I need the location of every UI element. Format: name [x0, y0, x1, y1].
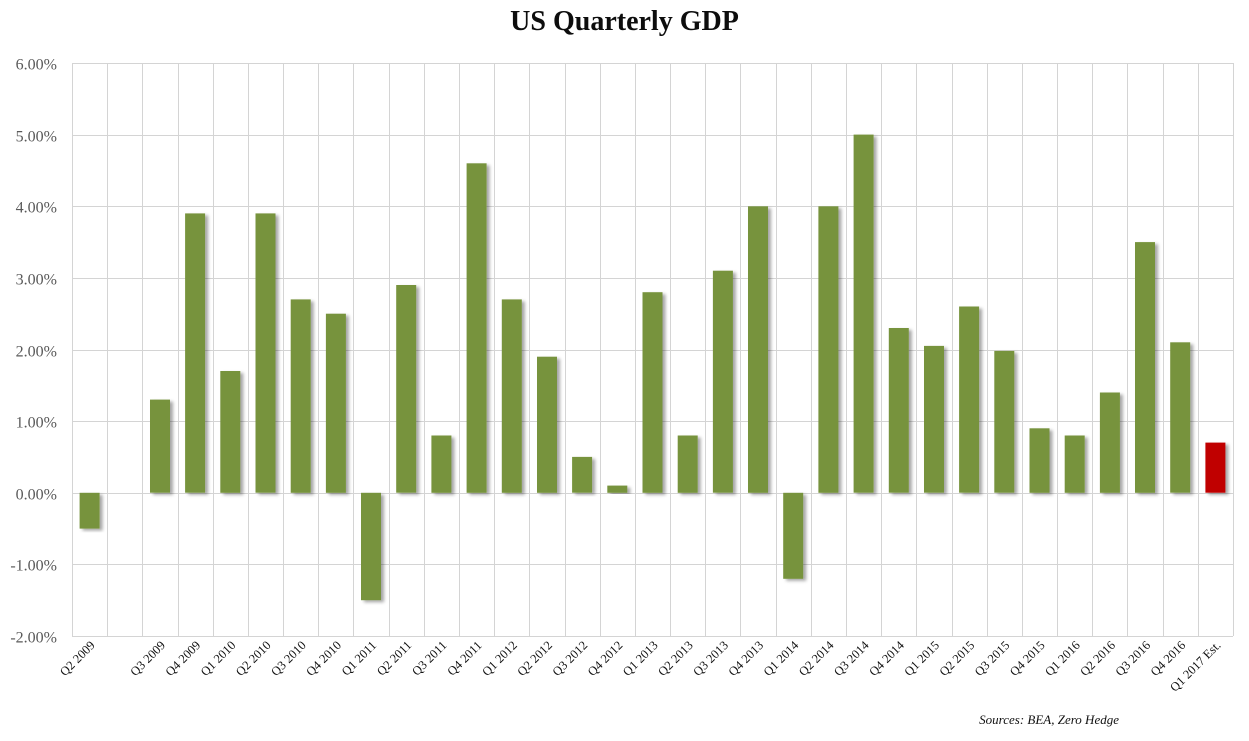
- x-tick-label: Q1 2016: [1042, 638, 1083, 679]
- y-tick-label: 6.00%: [16, 57, 57, 74]
- bar: [748, 206, 768, 493]
- bar: [466, 163, 487, 493]
- x-tick-label: Q1 2011: [339, 638, 379, 678]
- bar: [1099, 392, 1120, 493]
- bar: [959, 306, 980, 493]
- bar: [1135, 242, 1155, 493]
- bar-estimate: [1205, 442, 1226, 493]
- x-tick-label: Q4 2011: [444, 638, 484, 678]
- x-tick-label: Q2 2010: [233, 638, 274, 679]
- bar: [501, 299, 522, 493]
- x-tick-label: Q1 2014: [761, 638, 802, 679]
- x-tick-label: Q4 2015: [1007, 638, 1048, 679]
- x-tick-label: Q1 2010: [198, 638, 239, 679]
- bar: [924, 345, 944, 493]
- y-tick-label: 5.00%: [16, 129, 57, 146]
- bar: [361, 492, 381, 601]
- x-tick-label: Q2 2009: [57, 638, 98, 679]
- x-tick-label: Q2 2011: [374, 638, 414, 678]
- x-tick-label: Q3 2011: [409, 638, 449, 678]
- x-tick-label: Q2 2016: [1077, 638, 1118, 679]
- bar: [325, 313, 346, 493]
- source-note: Sources: BEA, Zero Hedge: [979, 712, 1119, 727]
- x-tick-label: Q1 2012: [479, 638, 520, 679]
- bars: [79, 134, 1226, 601]
- bar: [396, 285, 417, 493]
- x-tick-label: Q2 2013: [655, 638, 696, 679]
- x-tick-label: Q3 2016: [1113, 638, 1154, 679]
- bar: [537, 356, 557, 493]
- bar: [712, 270, 733, 493]
- y-tick-label: 1.00%: [16, 415, 57, 432]
- y-tick-label: 2.00%: [16, 344, 57, 361]
- x-tick-label: Q4 2010: [303, 638, 344, 679]
- bar: [1170, 342, 1191, 493]
- bar: [220, 371, 241, 493]
- vertical-gridlines: [72, 63, 1234, 636]
- bar: [642, 292, 663, 493]
- y-tick-label: -2.00%: [10, 630, 57, 647]
- bar: [572, 456, 593, 493]
- chart-title: US Quarterly GDP: [510, 6, 739, 37]
- y-tick-label: 3.00%: [16, 272, 57, 289]
- x-tick-label: Q2 2014: [796, 638, 837, 679]
- x-tick-label: Q3 2009: [127, 638, 168, 679]
- x-tick-label: Q3 2012: [550, 638, 591, 679]
- bar: [888, 328, 909, 493]
- bar: [290, 299, 311, 493]
- bar: [150, 399, 170, 493]
- bar: [853, 134, 874, 493]
- bar: [185, 213, 206, 493]
- x-tick-label: Q2 2015: [937, 638, 978, 679]
- x-tick-label: Q4 2009: [163, 638, 204, 679]
- bar: [1064, 435, 1085, 493]
- bar: [1029, 428, 1050, 493]
- y-tick-label: 4.00%: [16, 200, 57, 217]
- x-tick-label: Q1 2013: [620, 638, 661, 679]
- bar: [79, 492, 100, 529]
- bar: [677, 435, 698, 493]
- x-tick-label: Q4 2012: [585, 638, 626, 679]
- x-tick-label: Q3 2014: [831, 638, 872, 679]
- bar: [431, 435, 452, 493]
- bar: [783, 492, 804, 579]
- bar: [607, 485, 628, 493]
- x-tick-label: Q1 2015: [901, 638, 942, 679]
- y-tick-label: 0.00%: [16, 487, 57, 504]
- y-tick-label: -1.00%: [10, 558, 57, 575]
- x-tick-label: Q3 2015: [972, 638, 1013, 679]
- x-tick-label: Q3 2010: [268, 638, 309, 679]
- bar: [994, 350, 1015, 493]
- x-tick-label: Q4 2013: [726, 638, 767, 679]
- x-tick-label: Q4 2014: [866, 638, 907, 679]
- x-tick-label: Q2 2012: [514, 638, 555, 679]
- bar: [255, 213, 276, 493]
- x-tick-label: Q3 2013: [690, 638, 731, 679]
- bar: [818, 206, 839, 493]
- y-axis-tick-labels: -2.00% -1.00% 0.00% 1.00% 2.00% 3.00% 4.00% 5.0…: [10, 57, 57, 647]
